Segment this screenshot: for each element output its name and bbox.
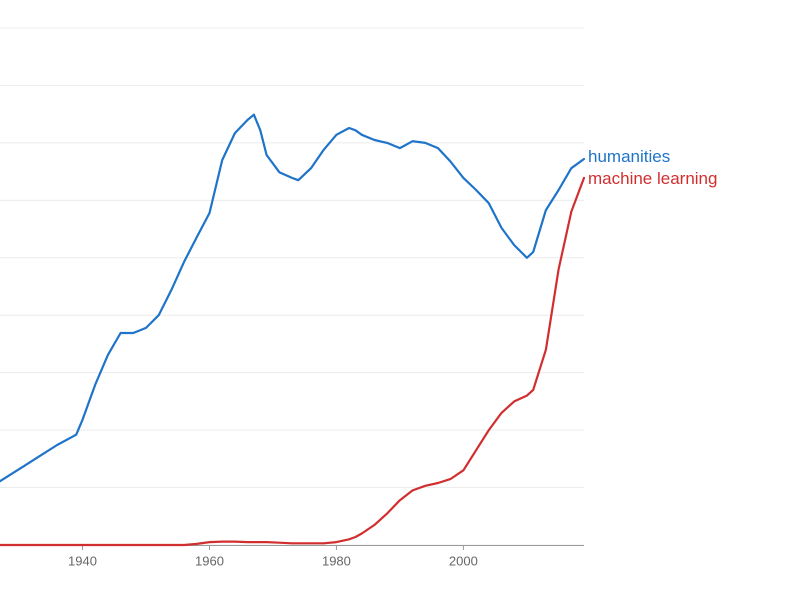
series-line: [0, 113, 586, 483]
x-tick-label: 2000: [449, 553, 478, 568]
x-tick-label: 1960: [195, 553, 224, 568]
legend-label: humanities: [588, 147, 670, 166]
legend-label: machine learning: [588, 169, 717, 188]
series-line: [0, 176, 586, 547]
x-tick-label: 1980: [322, 553, 351, 568]
x-tick-label: 1940: [68, 553, 97, 568]
